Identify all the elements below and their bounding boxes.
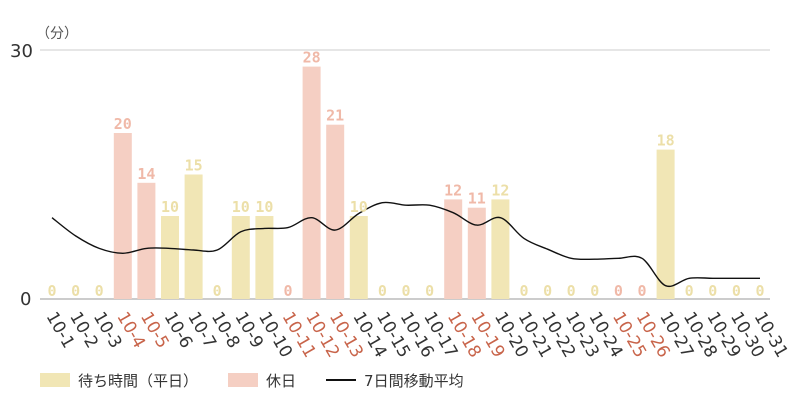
y-unit-label: （分）: [36, 26, 78, 42]
bar-10-14: [349, 216, 368, 299]
moving-average-line: [51, 201, 760, 288]
bar-label-10-7: 15: [185, 157, 203, 175]
legend-item-holiday: 休日: [228, 370, 296, 391]
legend-item-moving-average: 7日間移動平均: [326, 370, 464, 391]
bar-10-18: [444, 199, 463, 299]
bar-label-10-31: 0: [755, 282, 764, 300]
legend-label-holiday: 休日: [266, 371, 297, 390]
bar-label-10-18: 12: [444, 181, 462, 199]
bars-group: [113, 66, 675, 299]
bar-label-10-8: 0: [213, 282, 222, 300]
bar-label-10-17: 0: [425, 282, 434, 300]
bar-label-10-12: 28: [303, 49, 321, 67]
bar-label-10-9: 10: [232, 198, 250, 216]
y-tick-min: 0: [20, 289, 31, 310]
bar-label-10-13: 21: [326, 107, 344, 125]
bar-label-10-2: 0: [71, 282, 80, 300]
bar-10-5: [137, 182, 156, 299]
bar-label-10-30: 0: [732, 282, 741, 300]
legend-swatch-holiday: [228, 373, 259, 387]
bar-10-9: [231, 216, 250, 299]
x-labels-group: 10-110-210-310-410-510-610-710-810-910-1…: [42, 309, 792, 362]
bar-label-10-14: 10: [350, 198, 368, 216]
bar-10-7: [184, 174, 203, 299]
legend-swatch-moving-average: [326, 379, 357, 381]
bar-label-10-5: 14: [137, 165, 155, 183]
bar-10-19: [467, 207, 486, 299]
bar-label-10-22: 0: [543, 282, 552, 300]
legend: 待ち時間（平日） 休日 7日間移動平均: [40, 366, 494, 394]
bar-10-10: [255, 216, 274, 299]
bar-label-10-3: 0: [95, 282, 104, 300]
bar-label-10-19: 11: [468, 190, 486, 208]
bar-10-13: [326, 124, 345, 299]
bar-label-10-28: 0: [685, 282, 694, 300]
legend-label-moving-average: 7日間移動平均: [364, 371, 464, 390]
bar-10-6: [161, 216, 179, 299]
bar-label-10-25: 0: [614, 282, 623, 300]
bar-label-10-6: 10: [161, 198, 179, 216]
bar-label-10-21: 0: [519, 282, 528, 300]
bar-label-10-23: 0: [567, 282, 576, 300]
legend-swatch-weekday: [40, 373, 70, 387]
bar-label-10-20: 12: [491, 181, 509, 199]
bar-10-4: [113, 133, 132, 299]
bar-label-10-27: 18: [657, 132, 675, 150]
bar-label-10-16: 0: [401, 282, 410, 300]
bar-label-10-24: 0: [590, 282, 599, 300]
bar-10-20: [491, 199, 510, 299]
legend-label-weekday: 待ち時間（平日）: [78, 371, 199, 390]
bar-label-10-26: 0: [637, 282, 646, 300]
bar-10-27: [656, 149, 675, 299]
bar-10-12: [302, 66, 321, 299]
bar-label-10-29: 0: [708, 282, 717, 300]
y-tick-max: 30: [10, 41, 33, 62]
legend-item-weekday: 待ち時間（平日）: [40, 370, 198, 391]
bar-label-10-4: 20: [114, 115, 132, 133]
bar-label-10-10: 10: [255, 198, 273, 216]
bar-label-10-11: 0: [283, 282, 292, 300]
bar-label-10-1: 0: [47, 282, 56, 300]
bar-label-10-15: 0: [378, 282, 387, 300]
